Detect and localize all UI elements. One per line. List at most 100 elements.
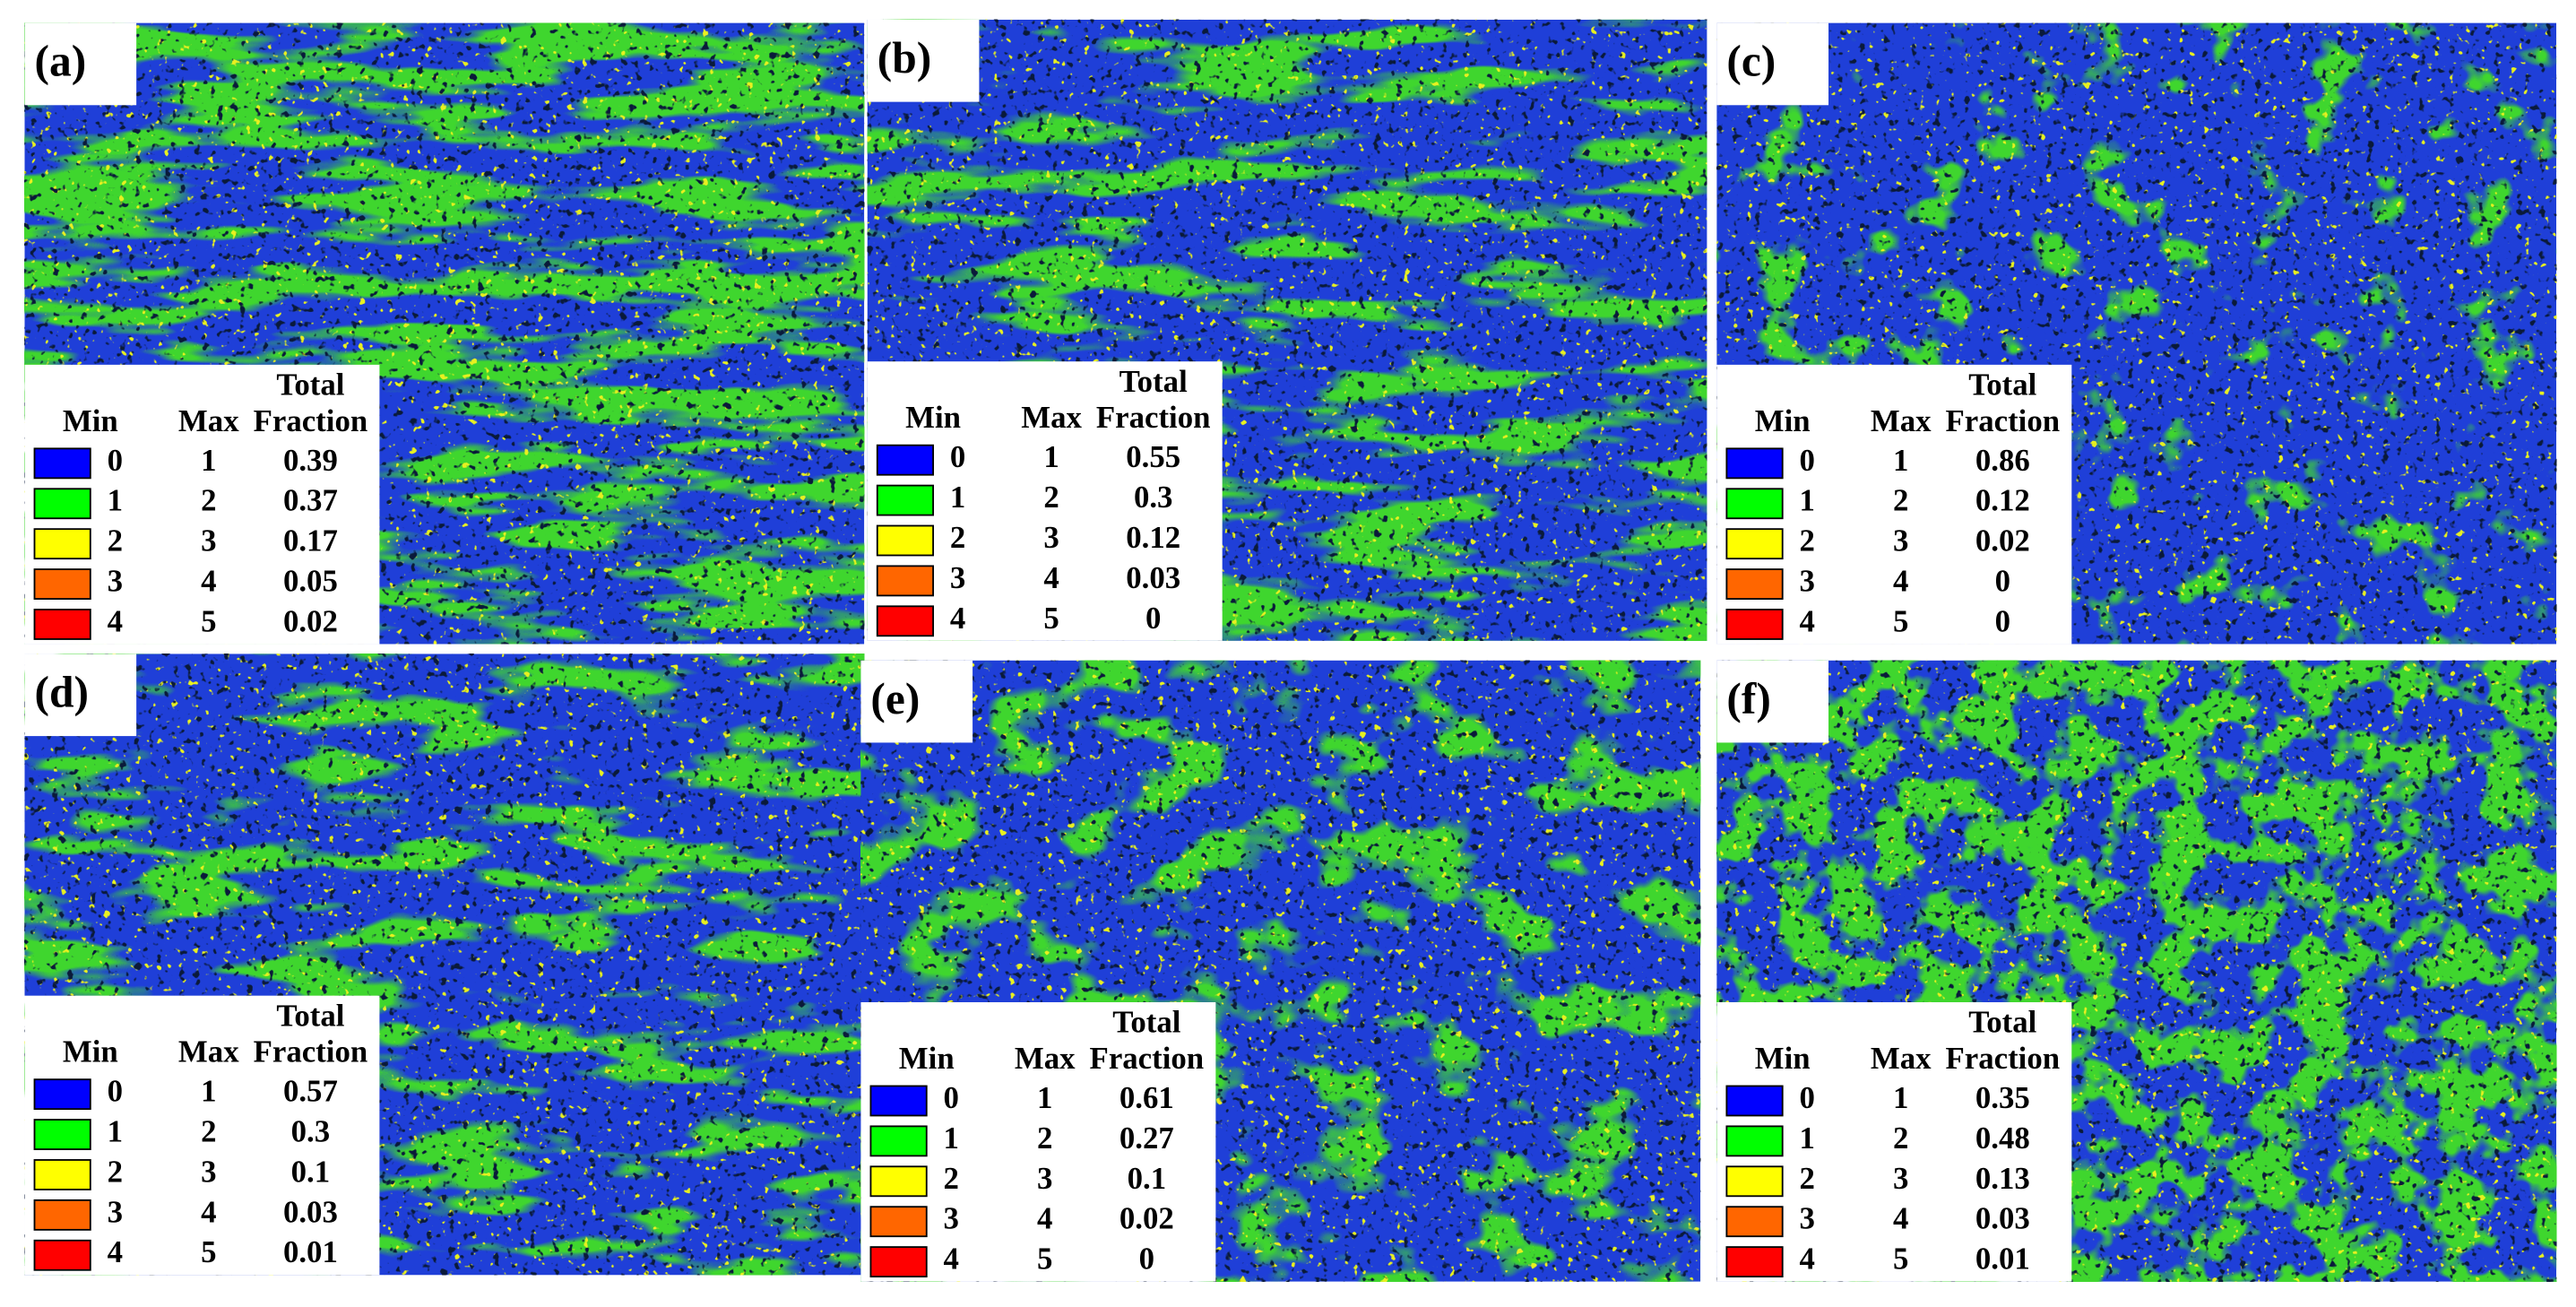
legend-min: 2 bbox=[108, 524, 123, 558]
legend-fraction: 0.57 bbox=[283, 1074, 338, 1109]
legend-swatch bbox=[1725, 447, 1784, 480]
legend-swatch bbox=[876, 524, 935, 557]
legend-max: 1 bbox=[201, 443, 216, 478]
legend-fraction: 0.02 bbox=[1975, 524, 2030, 558]
legend-header: Total bbox=[276, 998, 344, 1033]
legend-swatch bbox=[869, 1246, 928, 1278]
legend-fraction: 0.55 bbox=[1126, 439, 1180, 474]
legend-swatch bbox=[33, 1199, 91, 1231]
legend-header: Total bbox=[1119, 364, 1188, 399]
legend-fraction: 0.13 bbox=[1975, 1161, 2030, 1196]
legend-min: 1 bbox=[108, 1114, 123, 1149]
legend-min: 2 bbox=[108, 1154, 123, 1189]
legend-swatch bbox=[876, 605, 935, 637]
legend-min: 2 bbox=[950, 520, 965, 555]
legend-fraction: 0.39 bbox=[283, 443, 338, 478]
legend-min: 0 bbox=[1799, 443, 1814, 478]
legend-swatch bbox=[876, 484, 935, 516]
legend-swatch bbox=[876, 444, 935, 476]
legend-fraction: 0.03 bbox=[283, 1194, 338, 1229]
legend-fraction: 0.05 bbox=[283, 564, 338, 599]
legend-fraction: 0.35 bbox=[1975, 1080, 2030, 1115]
panel-label: (a) bbox=[34, 37, 86, 86]
legend-max: 2 bbox=[1893, 1121, 1908, 1156]
legend-fraction: 0 bbox=[1139, 1242, 1154, 1277]
legend-swatch bbox=[869, 1085, 928, 1117]
legend-header: Fraction bbox=[1090, 1041, 1205, 1076]
legend-max: 3 bbox=[1043, 520, 1059, 555]
panel: (b) Total Min Max Fraction 0 1 0.55 1 2 0.3 2 3 0.12 3… bbox=[867, 19, 1707, 641]
legend-min: 1 bbox=[950, 480, 965, 515]
panel: (f) Total Min Max Fraction 0 1 0.35 1 2 0.48 2 3 0.13… bbox=[1716, 660, 2557, 1282]
legend-min: 0 bbox=[108, 1074, 123, 1109]
legend-max: 5 bbox=[1893, 603, 1908, 638]
legend-min: 0 bbox=[944, 1080, 959, 1115]
legend-header: Total bbox=[1968, 368, 2036, 402]
legend-swatch bbox=[869, 1206, 928, 1238]
legend-min: 2 bbox=[1799, 524, 1814, 558]
legend-header: Total bbox=[1968, 1005, 2036, 1040]
legend-fraction: 0.12 bbox=[1126, 520, 1180, 555]
legend-max: 3 bbox=[201, 1154, 216, 1189]
legend-fraction: 0.03 bbox=[1975, 1201, 2030, 1236]
legend-min: 3 bbox=[1799, 1201, 1814, 1236]
legend-fraction: 0.03 bbox=[1126, 560, 1180, 595]
legend-min: 1 bbox=[944, 1121, 959, 1156]
legend-swatch bbox=[1725, 528, 1784, 560]
legend-header: Min bbox=[1755, 403, 1811, 438]
panel: (c) Total Min Max Fraction 0 1 0.86 1 2 0.12 2 3 0.02… bbox=[1716, 22, 2557, 645]
panel: (e) Total Min Max Fraction 0 1 0.61 1 2 0.27 2 3 0.1 3… bbox=[860, 660, 1701, 1282]
legend-max: 1 bbox=[1037, 1080, 1052, 1115]
label-box bbox=[1716, 660, 1829, 743]
legend-max: 2 bbox=[1893, 483, 1908, 518]
legend-swatch bbox=[1725, 1085, 1784, 1117]
label-box bbox=[24, 654, 137, 737]
legend-fraction: 0.1 bbox=[291, 1154, 331, 1189]
legend-fraction: 0.12 bbox=[1975, 483, 2030, 518]
legend-swatch bbox=[1725, 1206, 1784, 1238]
legend-header: Min bbox=[63, 403, 118, 438]
label-box bbox=[860, 660, 973, 743]
legend-min: 3 bbox=[950, 560, 965, 595]
legend-min: 0 bbox=[1799, 1080, 1814, 1115]
legend-min: 3 bbox=[108, 1194, 123, 1229]
legend-header: Total bbox=[276, 368, 344, 402]
panel-label: (d) bbox=[34, 667, 88, 716]
legend-header: Min bbox=[905, 400, 961, 435]
legend-header: Fraction bbox=[1096, 400, 1211, 435]
legend-swatch bbox=[1725, 488, 1784, 520]
legend-min: 1 bbox=[1799, 1121, 1814, 1156]
legend-max: 1 bbox=[1893, 1080, 1908, 1115]
legend-max: 1 bbox=[1043, 439, 1059, 474]
legend-min: 2 bbox=[944, 1161, 959, 1196]
legend-max: 1 bbox=[201, 1074, 216, 1109]
legend-min: 4 bbox=[944, 1242, 959, 1277]
legend-fraction: 0.02 bbox=[1119, 1201, 1174, 1236]
legend-fraction: 0.37 bbox=[283, 483, 338, 518]
legend-header: Fraction bbox=[254, 403, 368, 438]
legend-header: Max bbox=[1871, 1041, 1932, 1076]
legend-max: 5 bbox=[1037, 1242, 1052, 1277]
legend-fraction: 0.86 bbox=[1975, 443, 2030, 478]
legend-header: Max bbox=[1021, 400, 1082, 435]
legend-header: Max bbox=[1015, 1041, 1076, 1076]
label-box bbox=[24, 22, 137, 106]
legend-max: 5 bbox=[1893, 1242, 1908, 1277]
legend-swatch bbox=[33, 1119, 91, 1150]
legend-min: 0 bbox=[950, 439, 965, 474]
legend-swatch bbox=[869, 1165, 928, 1198]
legend-header: Min bbox=[899, 1041, 955, 1076]
legend-fraction: 0 bbox=[1995, 603, 2010, 638]
panel-label: (e) bbox=[870, 674, 920, 723]
legend-min: 4 bbox=[950, 601, 965, 636]
legend-min: 3 bbox=[1799, 564, 1814, 599]
legend-header: Min bbox=[63, 1034, 118, 1069]
legend-header: Max bbox=[1871, 403, 1932, 438]
panel-label: (f) bbox=[1726, 674, 1770, 723]
legend-max: 2 bbox=[1043, 480, 1059, 515]
panel-label: (b) bbox=[877, 33, 931, 82]
legend-max: 3 bbox=[1893, 524, 1908, 558]
legend-header: Max bbox=[178, 403, 239, 438]
legend-swatch bbox=[33, 528, 91, 560]
